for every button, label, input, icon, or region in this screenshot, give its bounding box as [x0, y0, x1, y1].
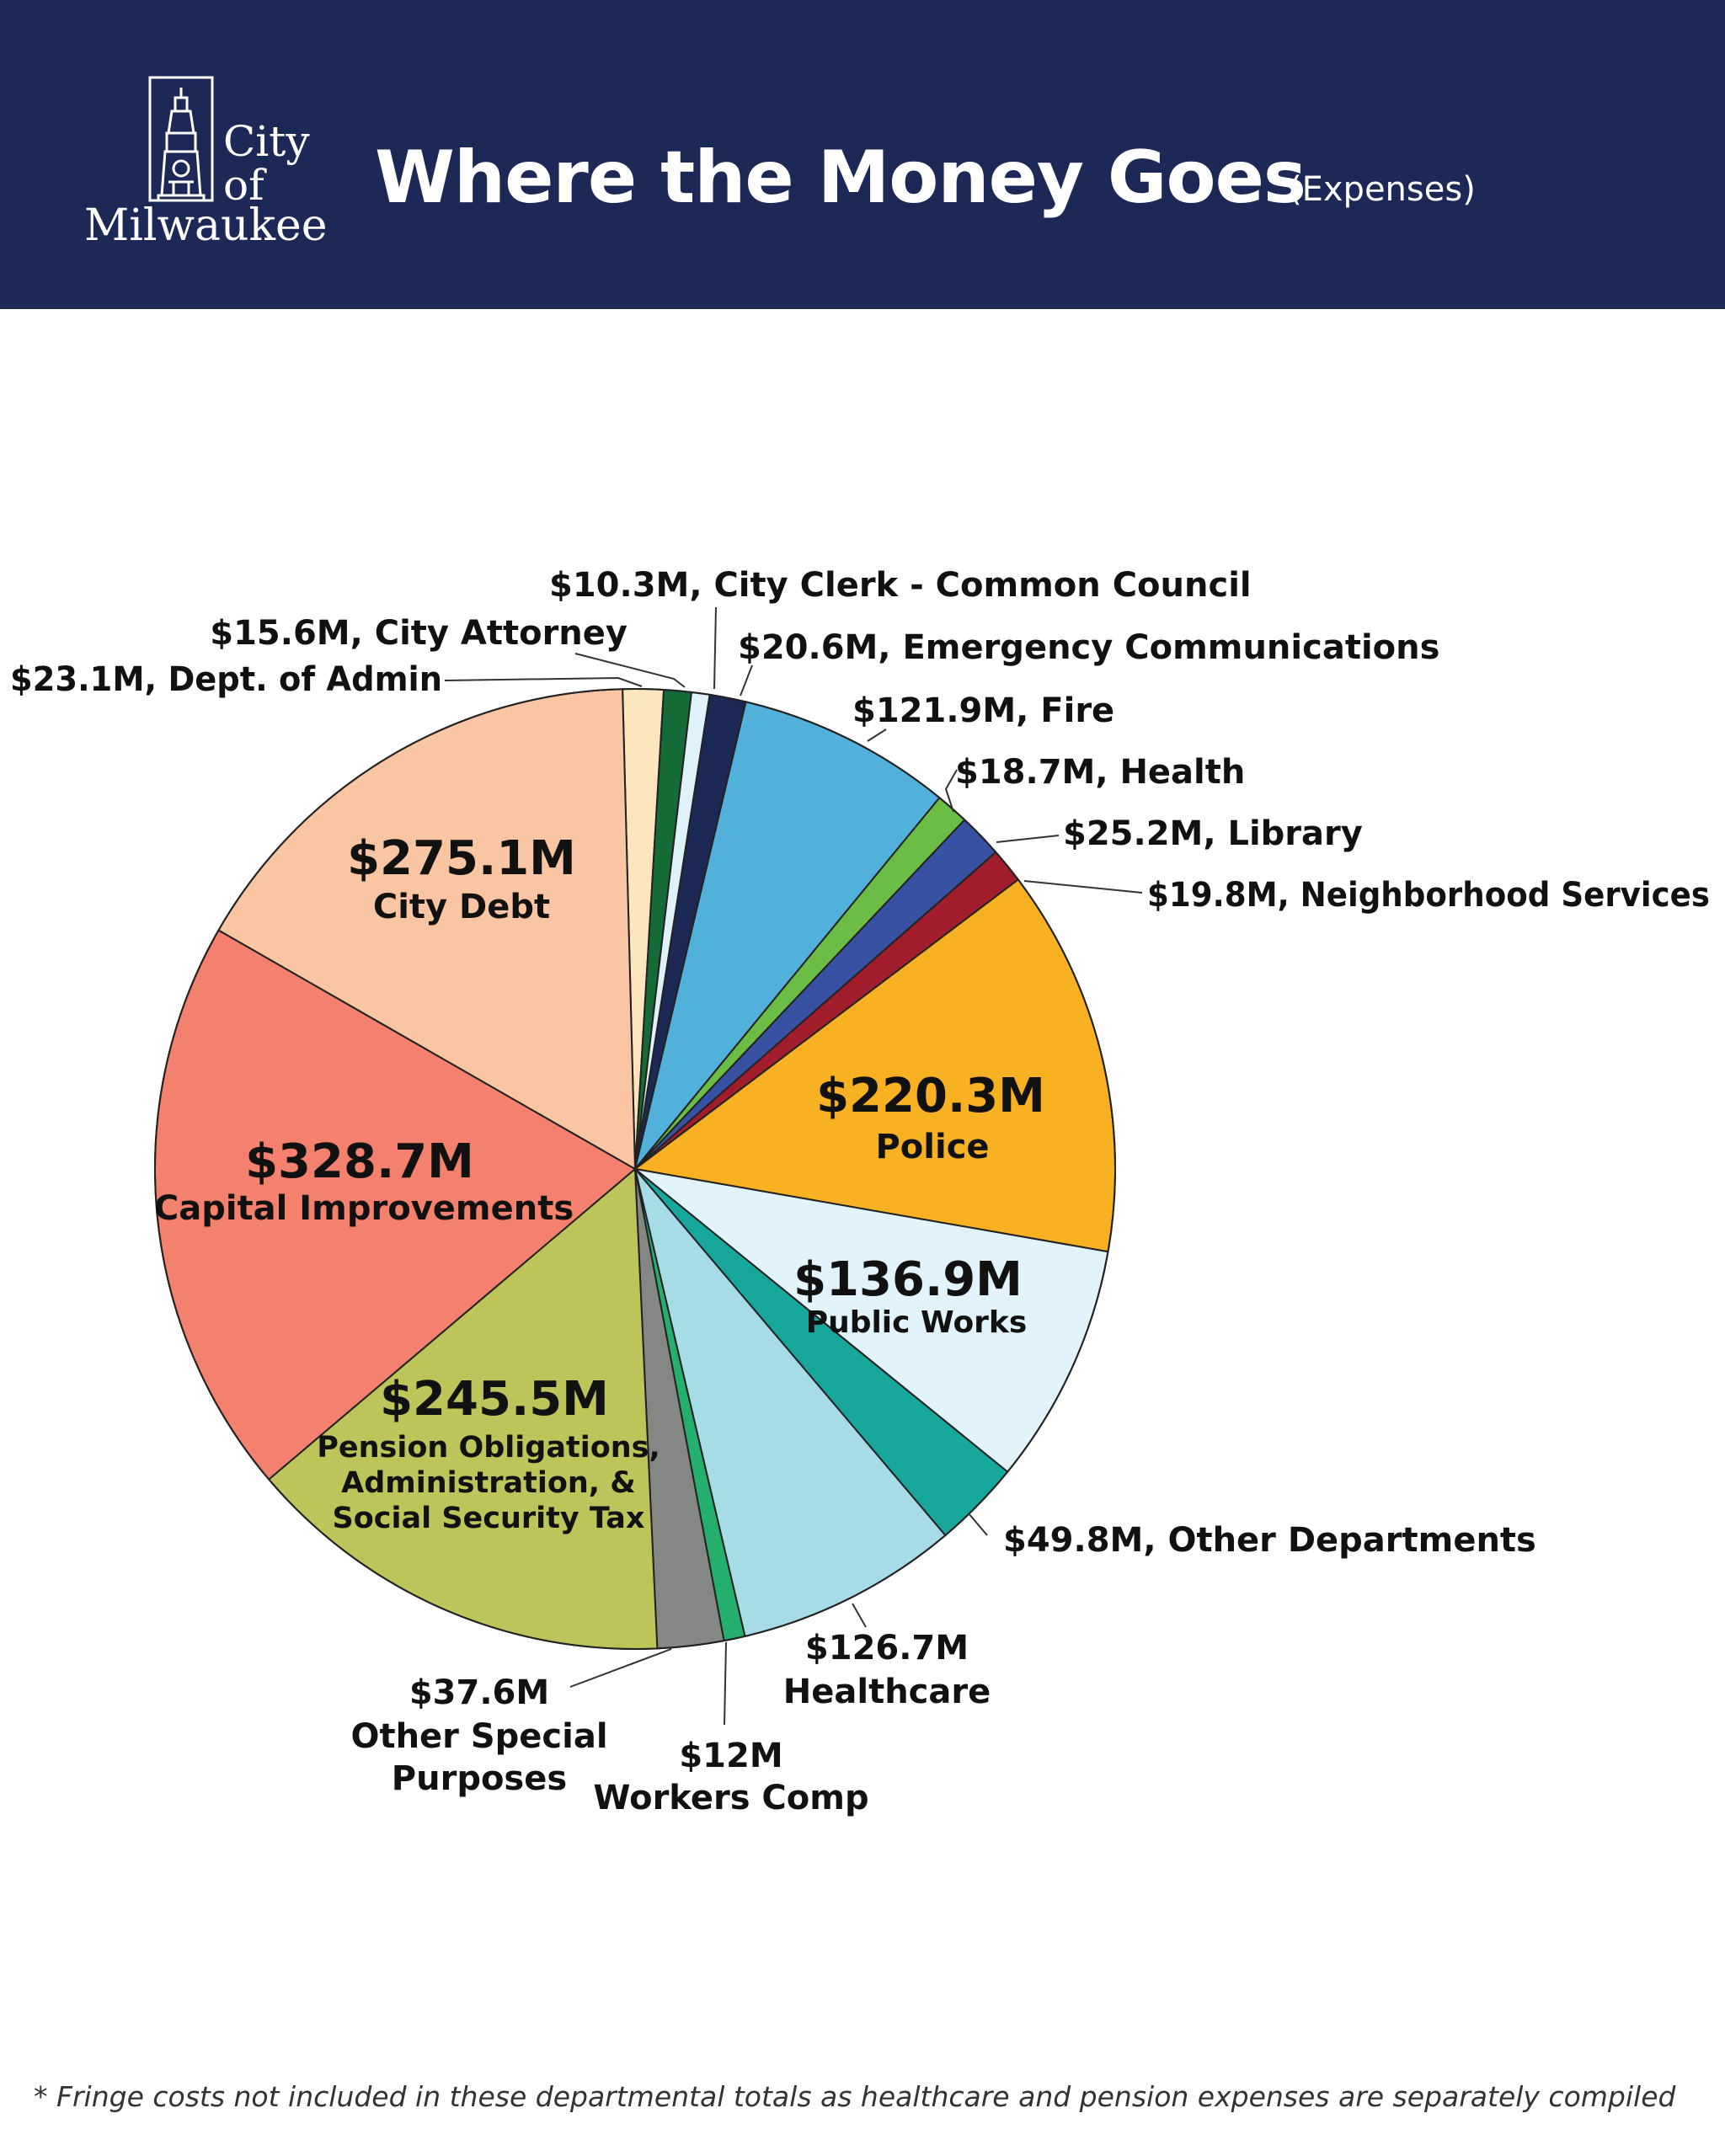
leader-line-fire [867, 728, 887, 742]
slice-name-label-pension-obligations-administration-social-security-tax: Pension Obligations, [317, 1431, 660, 1465]
slice-callout-label-healthcare: Healthcare [783, 1673, 991, 1711]
expenses-pie-chart: $23.1M, Dept. of Admin $15.6M, City Attor… [10, 566, 1710, 1817]
leader-line-other-departments [968, 1513, 988, 1536]
logo-of-text: of [223, 161, 264, 210]
slice-callout-label-city-clerk-common-council: $10.3M, City Clerk - Common Council [549, 566, 1252, 605]
slice-name-label-police: Police [875, 1128, 989, 1166]
slice-callout-label-other-special-purposes: Other Special [350, 1717, 607, 1756]
slice-name-label-city-debt: City Debt [373, 888, 550, 926]
slice-callout-label-other-departments: $49.8M, Other Departments [1003, 1521, 1536, 1560]
slice-callout-label-dept-of-admin: $23.1M, Dept. of Admin [10, 660, 442, 699]
slice-callout-label-other-special-purposes: Purposes [392, 1759, 567, 1798]
leader-line-emergency-communications [740, 664, 753, 696]
pie-slices [154, 688, 1116, 1650]
footnote: * Fringe costs not included in these dep… [34, 2080, 1676, 2113]
logo-milwaukee-text: Milwaukee [84, 200, 328, 251]
slice-value-label-public-works: $136.9M [793, 1252, 1023, 1307]
slice-callout-label-healthcare: $126.7M [805, 1629, 969, 1668]
slice-callout-label-workers-comp: $12M [679, 1737, 782, 1775]
slice-callout-label-workers-comp: Workers Comp [593, 1779, 868, 1817]
slice-name-label-pension-obligations-administration-social-security-tax: Social Security Tax [333, 1502, 645, 1535]
leader-line-other-special-purposes [569, 1648, 672, 1688]
page-title: Where the Money Goes [375, 136, 1306, 220]
slice-name-label-pension-obligations-administration-social-security-tax: Administration, & [341, 1466, 636, 1500]
slice-value-label-police: $220.3M [816, 1069, 1045, 1123]
page-subtitle: (Expenses) [1289, 170, 1476, 209]
city-hall-logo-icon [148, 76, 214, 202]
slice-callout-label-neighborhood-services: $19.8M, Neighborhood Services [1147, 876, 1710, 915]
leader-line-neighborhood-services [1023, 880, 1143, 894]
leader-line-dept-of-admin [444, 676, 643, 687]
leader-line-healthcare [852, 1603, 867, 1628]
slice-value-label-city-debt: $275.1M [347, 831, 576, 886]
slice-callout-label-emergency-communications: $20.6M, Emergency Communications [738, 628, 1439, 667]
leader-line-city-clerk-common-council [713, 606, 717, 690]
logo-city-text: City [223, 117, 310, 166]
slice-value-label-pension-obligations-administration-social-security-tax: $245.5M [380, 1372, 609, 1427]
slice-callout-label-fire: $121.9M, Fire [852, 691, 1114, 730]
slice-callout-label-library: $25.2M, Library [1063, 814, 1363, 853]
leader-line-library [996, 835, 1060, 843]
slice-value-label-capital-improvements: $328.7M [245, 1134, 474, 1189]
slice-name-label-capital-improvements: Capital Improvements [154, 1189, 574, 1228]
slice-callout-label-city-attorney: $15.6M, City Attorney [210, 614, 628, 653]
leader-line-workers-comp [724, 1641, 727, 1726]
slice-callout-label-health: $18.7M, Health [955, 753, 1245, 792]
leader-line-city-attorney [574, 653, 686, 688]
slice-name-label-public-works: Public Works [806, 1305, 1028, 1340]
pie-labels: $23.1M, Dept. of Admin $15.6M, City Attor… [10, 566, 1710, 1817]
leader-line-health [944, 769, 958, 813]
slice-callout-label-other-special-purposes: $37.6M [409, 1673, 549, 1712]
pie-outline [154, 688, 1116, 1650]
logo-wordmark: City of [223, 120, 341, 207]
header-banner: City of Milwaukee Where the Money Goes (… [0, 0, 1725, 309]
